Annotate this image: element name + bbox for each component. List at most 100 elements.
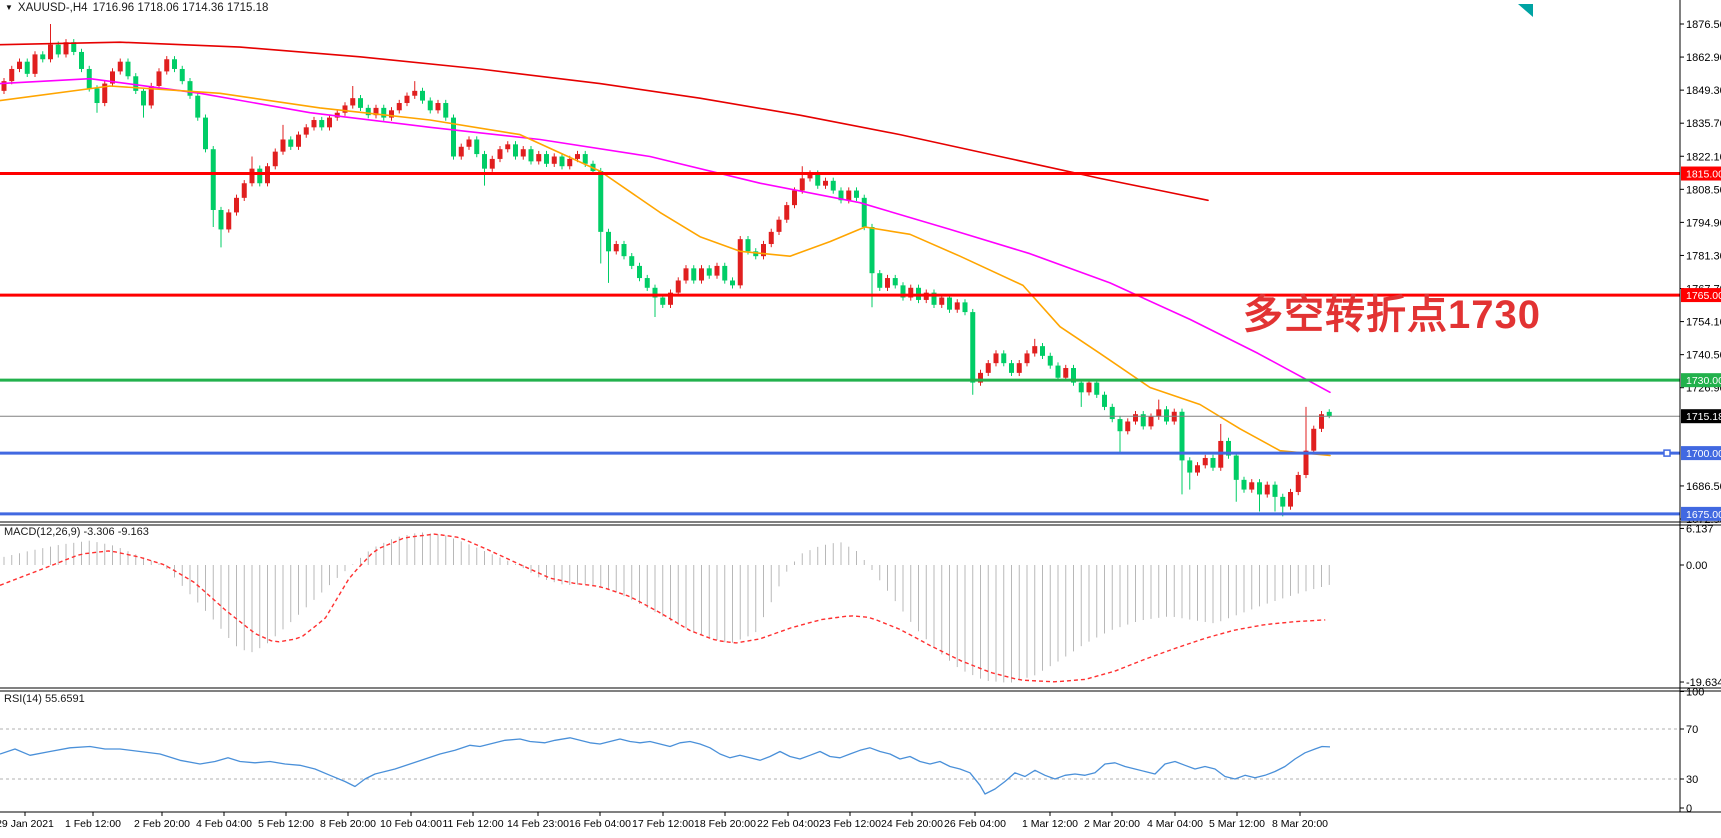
candle-body bbox=[807, 173, 813, 179]
candle-body bbox=[528, 149, 534, 162]
candle-body bbox=[613, 244, 619, 252]
candle-body bbox=[1040, 346, 1045, 356]
candle-body bbox=[861, 197, 867, 228]
rsi-tick-label: 100 bbox=[1686, 687, 1704, 699]
time-tick-label: 16 Feb 04:00 bbox=[569, 818, 631, 830]
candle-body bbox=[644, 278, 650, 288]
candle-body bbox=[458, 146, 464, 157]
price-tick-label: 1835.70 bbox=[1686, 118, 1721, 130]
candle-body bbox=[722, 265, 728, 281]
candle-body bbox=[1140, 414, 1146, 427]
candle-body bbox=[815, 173, 821, 186]
candle-body bbox=[32, 54, 38, 74]
candle-body bbox=[931, 292, 937, 305]
candle-body bbox=[443, 103, 449, 118]
candle-body bbox=[1319, 414, 1324, 429]
candle-body bbox=[1264, 484, 1270, 495]
candle-body bbox=[1311, 428, 1317, 451]
ma-slow-red bbox=[0, 41, 1209, 202]
candle-body bbox=[830, 180, 836, 191]
time-tick-label: 26 Feb 04:00 bbox=[944, 818, 1006, 830]
candle-body bbox=[954, 302, 960, 310]
candle-body bbox=[203, 117, 208, 150]
candle-body bbox=[55, 44, 61, 55]
price-axis[interactable]: 1876.50 1862.90 1849.30 1835.70 1822.10 1808.… bbox=[1680, 19, 1721, 526]
candle-body bbox=[226, 212, 232, 230]
candle-body bbox=[1063, 368, 1069, 378]
candle-body bbox=[257, 168, 263, 184]
candle-body bbox=[846, 190, 852, 201]
candle-body bbox=[1086, 382, 1092, 393]
macd-indicator-label: MACD(12,26,9) -3.306 -9.163 bbox=[4, 526, 149, 538]
candle-body bbox=[280, 139, 286, 152]
chart-shift-marker-icon[interactable] bbox=[1518, 4, 1533, 17]
level-price-label: 1675.00 bbox=[1686, 509, 1721, 521]
candle-body bbox=[489, 158, 495, 169]
time-tick-label: 5 Feb 12:00 bbox=[258, 818, 314, 830]
candle-body bbox=[761, 244, 766, 257]
turning-point-annotation: 多空转折点1730 bbox=[1243, 293, 1541, 337]
current-price: 1715.18 bbox=[0, 409, 1721, 424]
candle-body bbox=[513, 144, 518, 157]
levels[interactable]: 1815.00 1765.00 1730.00 1700.00 1675.00 bbox=[0, 166, 1721, 521]
candle-body bbox=[179, 68, 185, 82]
candle-body bbox=[373, 107, 379, 116]
candle-body bbox=[629, 256, 635, 266]
price-tick-label: 1808.50 bbox=[1686, 184, 1721, 196]
candle-body bbox=[303, 127, 309, 135]
candle-body bbox=[823, 180, 828, 186]
candle-body bbox=[869, 227, 875, 274]
time-tick-label: 1 Mar 12:00 bbox=[1022, 818, 1078, 830]
candle-body bbox=[567, 158, 573, 167]
candle-body bbox=[1202, 457, 1208, 466]
candle-body bbox=[482, 154, 487, 169]
candle-body bbox=[892, 278, 898, 286]
candle-body bbox=[497, 149, 503, 159]
candle-body bbox=[978, 372, 983, 383]
candle-body bbox=[342, 105, 348, 113]
time-tick-label: 18 Feb 20:00 bbox=[694, 818, 756, 830]
time-axis[interactable]: 29 Jan 2021 1 Feb 12:00 2 Feb 20:00 4 Feb 0… bbox=[0, 812, 1328, 830]
candle-body bbox=[768, 231, 774, 245]
time-tick-label: 8 Mar 20:00 bbox=[1272, 818, 1328, 830]
candle-body bbox=[1156, 409, 1162, 417]
current-price-label-bg bbox=[1681, 409, 1721, 424]
candle-body bbox=[334, 112, 340, 118]
candle-body bbox=[660, 297, 666, 305]
candle-body bbox=[784, 205, 790, 220]
candle-body bbox=[420, 90, 425, 101]
candle-body bbox=[792, 190, 797, 206]
candle-body bbox=[606, 231, 611, 252]
candle-body bbox=[1233, 455, 1239, 480]
symbol-title: ▼ XAUUSD-,H4 1716.96 1718.06 1714.36 171… bbox=[5, 2, 268, 14]
candle-body bbox=[714, 265, 720, 276]
macd-tick-label: -19.634 bbox=[1686, 677, 1721, 689]
price-tick-label: 1794.90 bbox=[1686, 217, 1721, 229]
candle-body bbox=[962, 302, 968, 313]
candle-body bbox=[133, 76, 139, 91]
candle-body bbox=[939, 297, 945, 305]
candle-body bbox=[1164, 409, 1169, 422]
level-price-label: 1815.00 bbox=[1686, 169, 1721, 181]
candle-body bbox=[1257, 482, 1262, 495]
candle-body bbox=[1133, 414, 1138, 422]
level-handle[interactable] bbox=[1663, 449, 1671, 457]
candle-body bbox=[1226, 440, 1231, 456]
candle-body bbox=[737, 239, 743, 286]
ma-mid-magenta bbox=[0, 77, 1331, 394]
candle-body bbox=[358, 98, 363, 108]
candle-body bbox=[172, 59, 177, 69]
candle-body bbox=[970, 312, 976, 383]
rsi-pane: 100 70 30 0 bbox=[0, 687, 1704, 815]
rsi-tick-label: 0 bbox=[1686, 803, 1692, 815]
candle-body bbox=[48, 44, 53, 60]
candle-body bbox=[234, 197, 239, 213]
candle-body bbox=[249, 168, 255, 184]
candle-body bbox=[63, 42, 69, 55]
candle-body bbox=[156, 71, 162, 86]
level-price-label: 1700.00 bbox=[1686, 448, 1721, 460]
collapse-triangle-icon[interactable]: ▼ bbox=[5, 3, 13, 12]
candle-body bbox=[536, 154, 542, 162]
